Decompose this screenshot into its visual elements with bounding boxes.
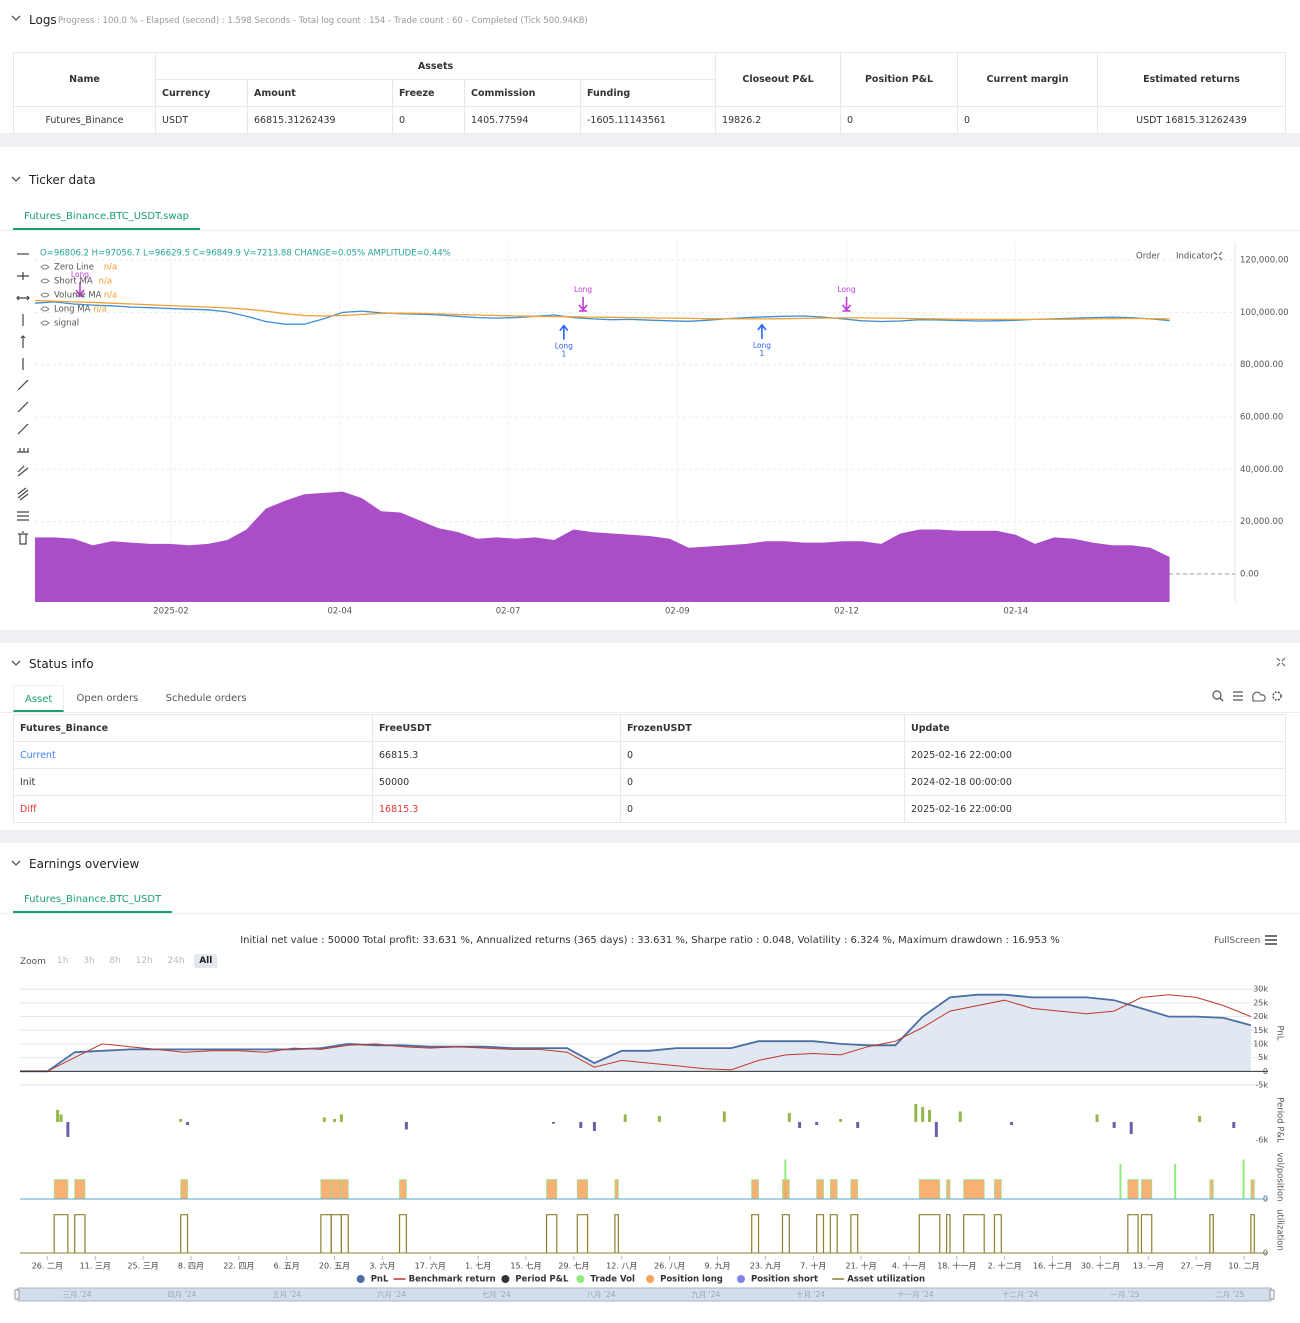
column-header: Current margin <box>957 52 1099 107</box>
ticker-section: Ticker data Futures_Binance.BTC_USDT.swa… <box>0 147 1300 630</box>
table-cell: 1405.77594 <box>464 106 581 134</box>
logs-section: Logs Progress : 100.0 % - Elapsed (secon… <box>0 0 1300 134</box>
section-title: Ticker data <box>29 173 96 187</box>
column-header: Commission <box>464 79 581 107</box>
zoom-button[interactable]: 8h <box>109 956 121 966</box>
menu-icon[interactable] <box>1265 935 1277 945</box>
data-row: Init 50000 0 2024-02-18 00:00:00 <box>13 768 1286 796</box>
collapse-icon[interactable] <box>11 15 21 23</box>
table-cell: Current <box>13 741 373 769</box>
column-header: Name <box>13 52 156 107</box>
earnings-section: Earnings overview Futures_Binance.BTC_US… <box>0 843 1300 1323</box>
table-cell: 19826.2 <box>715 106 842 134</box>
zoom-label: Zoom <box>20 957 46 967</box>
table-cell: 0 <box>392 106 465 134</box>
expand-icon[interactable] <box>1276 657 1286 667</box>
table-cell: 50000 <box>372 768 621 796</box>
column-header: Amount <box>247 79 393 107</box>
table-cell: 66815.3 <box>372 741 621 769</box>
column-header: Currency <box>155 79 248 107</box>
toolbar-icons[interactable] <box>1211 689 1289 703</box>
earnings-tab[interactable]: Futures_Binance.BTC_USDT <box>13 886 173 913</box>
group-header: Assets <box>154 52 717 80</box>
status-tab[interactable]: Asset <box>13 685 65 712</box>
collapse-icon[interactable] <box>11 660 21 668</box>
zoom-button[interactable]: All <box>194 954 218 968</box>
column-header: Freeze <box>392 79 465 107</box>
table-cell: 0 <box>620 795 905 823</box>
table-cell: 2024-02-18 00:00:00 <box>904 768 1286 796</box>
status-tab[interactable]: Schedule orders <box>165 693 247 704</box>
table-cell: USDT 16815.31262439 <box>1097 106 1287 134</box>
ticker-tab[interactable]: Futures_Binance.BTC_USDT.swap <box>13 203 201 230</box>
tab-divider <box>0 913 1300 914</box>
zoom-button[interactable]: 24h <box>167 956 185 966</box>
data-row: Current 66815.3 0 2025-02-16 22:00:00 <box>13 741 1286 769</box>
table-cell: 2025-02-16 22:00:00 <box>904 795 1286 823</box>
collapse-icon[interactable] <box>11 860 21 868</box>
data-row: Diff 16815.3 0 2025-02-16 22:00:00 <box>13 795 1286 823</box>
status-tab[interactable]: Open orders <box>76 693 139 704</box>
table-cell: 0 <box>957 106 1099 134</box>
column-header: Update <box>904 714 1286 742</box>
logs-table: Name Assets Closeout P&L Position P&L Curren… <box>13 52 1287 134</box>
table-cell: Init <box>13 768 373 796</box>
progress-text: Progress : 100.0 % - Elapsed (second) : … <box>58 16 588 26</box>
header-row: Futures_Binance FreeUSDT FrozenUSDT Update <box>13 714 1286 742</box>
subheader-row: Currency Amount Freeze Commission Funding <box>14 79 1286 107</box>
tab-divider <box>0 230 1300 231</box>
table-cell: USDT <box>155 106 248 134</box>
column-header: Closeout P&L <box>715 52 842 107</box>
section-title: Earnings overview <box>29 857 140 871</box>
table-cell: 2025-02-16 22:00:00 <box>904 741 1286 769</box>
table-cell: 66815.31262439 <box>247 106 393 134</box>
table-cell: 16815.3 <box>372 795 621 823</box>
table-cell: 0 <box>620 768 905 796</box>
table-cell: Futures_Binance <box>13 106 156 134</box>
status-table: Futures_Binance FreeUSDT FrozenUSDT Update C… <box>13 714 1286 823</box>
column-header: FreeUSDT <box>372 714 621 742</box>
header-row: Name Assets Closeout P&L Position P&L Curren… <box>13 52 1287 107</box>
fullscreen-button[interactable]: FullScreen <box>1214 936 1261 946</box>
table-cell: Diff <box>13 795 373 823</box>
collapse-icon[interactable] <box>11 176 21 184</box>
table-cell: 0 <box>840 106 959 134</box>
status-section: Status info Asset Open orders Schedule ord… <box>0 643 1300 830</box>
column-header: Funding <box>579 79 717 107</box>
column-header: Futures_Binance <box>13 714 373 742</box>
section-title: Status info <box>29 657 94 671</box>
section-title: Logs <box>29 13 57 27</box>
zoom-button[interactable]: 12h <box>135 956 153 966</box>
zoom-button[interactable]: 1h <box>57 956 69 966</box>
column-header: FrozenUSDT <box>620 714 905 742</box>
column-header: Estimated returns <box>1097 52 1287 107</box>
tab-divider <box>0 712 1300 713</box>
table-cell: 0 <box>620 741 905 769</box>
zoom-button[interactable]: 3h <box>83 956 95 966</box>
table-cell: -1605.11143561 <box>579 106 717 134</box>
data-row: Futures_Binance USDT 66815.31262439 0 1405.7… <box>13 106 1287 134</box>
column-header: Position P&L <box>840 52 959 107</box>
